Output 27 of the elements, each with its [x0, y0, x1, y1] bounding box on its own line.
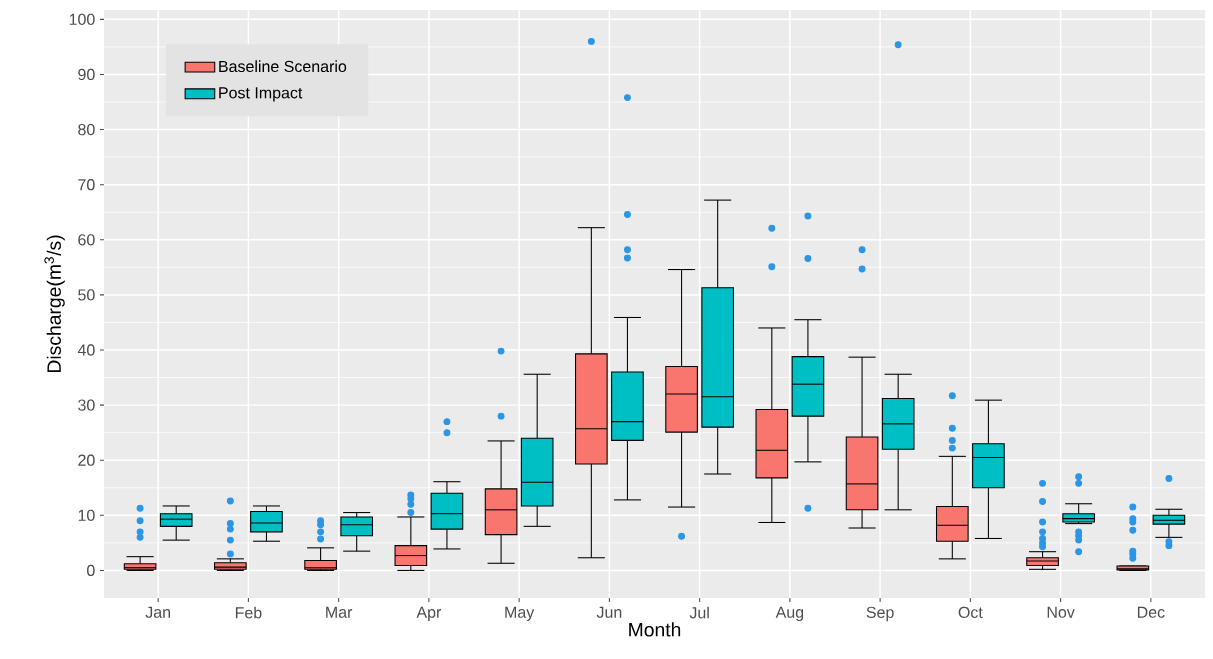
y-tick-label: 20 [78, 454, 95, 466]
x-tick-label: Jan [145, 606, 171, 618]
y-tick-label: 70 [78, 179, 95, 191]
y-tick-label: 90 [78, 68, 95, 81]
x-tick-label: Jun [596, 606, 622, 618]
legend-label: Baseline Scenario [219, 60, 347, 73]
x-tick-label: Feb [235, 606, 262, 619]
x-tick-label: Dec [1137, 606, 1165, 618]
y-tick-label: 60 [78, 234, 95, 246]
x-tick-label: Oct [958, 606, 983, 619]
y-tick-label: 100 [69, 13, 95, 26]
x-tick-label: Aug [775, 606, 804, 622]
x-tick-label: Sep [866, 606, 894, 622]
y-tick-label: 30 [78, 399, 95, 411]
y-axis-title: Discharge(m$^{3}$/s) [44, 235, 65, 373]
y-tick-label: 80 [78, 123, 95, 136]
y-tick-label: 0 [87, 564, 95, 577]
x-tick-label: May [505, 606, 535, 622]
x-tick-label: Nov [1047, 606, 1075, 618]
x-axis-title: Month [629, 622, 681, 637]
y-tick-label: 40 [77, 344, 95, 356]
y-tick-label: 50 [78, 289, 95, 301]
y-tick-label: 10 [78, 509, 95, 521]
x-tick-label: Mar [326, 606, 353, 618]
legend-label: Post Impact [219, 87, 303, 102]
x-tick-label: Apr [416, 606, 442, 622]
x-tick-label: Jul [689, 606, 709, 619]
